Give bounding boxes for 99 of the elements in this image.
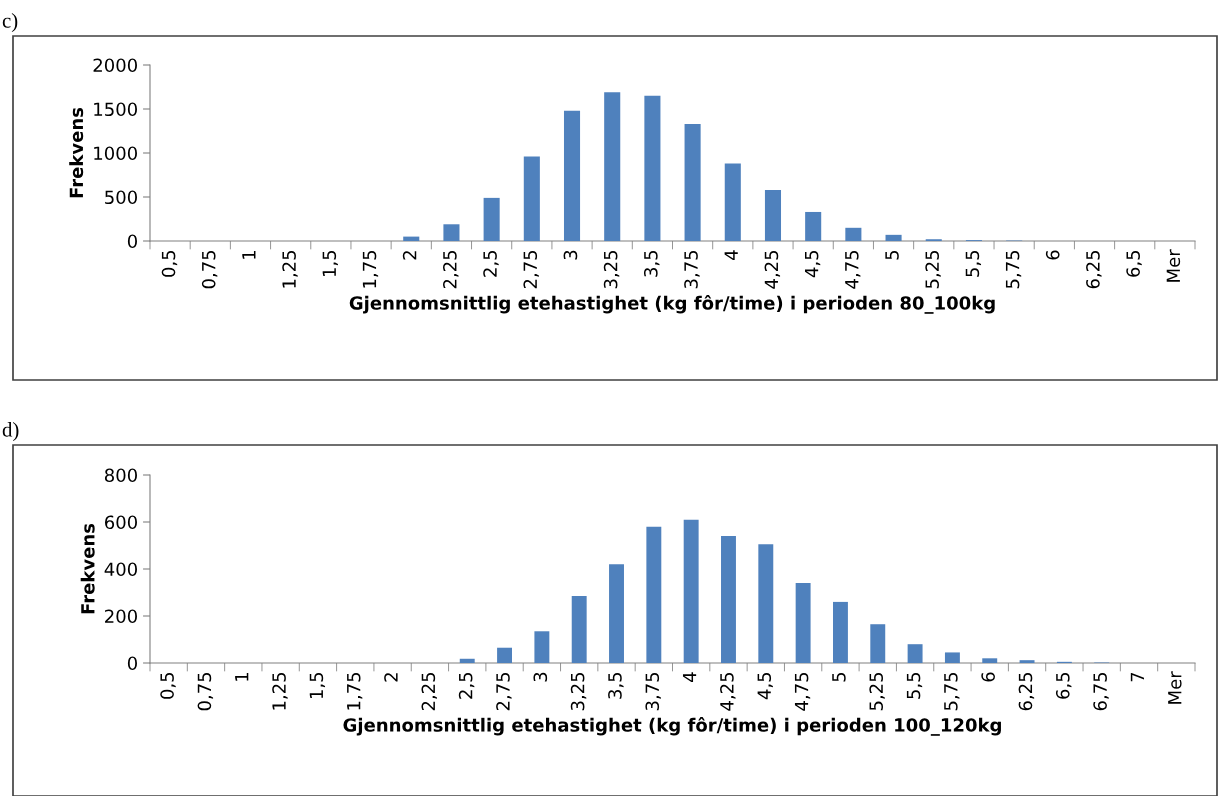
bar <box>497 647 513 663</box>
x-axis-title: Gjennomsnittlig etehastighet (kg fôr/time) i perioden 100_120kg <box>343 717 1001 736</box>
bar <box>870 624 886 663</box>
chart-title: d) <box>2 422 19 441</box>
bar <box>724 163 741 241</box>
x-tick-label: 0,75 <box>201 250 218 289</box>
x-tick-label: 2 <box>384 673 398 682</box>
y-tick-label: 200 <box>105 609 137 624</box>
x-tick-label: 1 <box>242 251 256 259</box>
x-tick-label: 4,5 <box>757 672 773 700</box>
x-tick-label: 3 <box>563 250 578 260</box>
x-tick-label: 4,75 <box>794 672 811 711</box>
x-tick-label: 2,75 <box>496 672 512 711</box>
bar <box>646 526 662 663</box>
bar <box>459 658 475 663</box>
bar <box>403 236 420 241</box>
x-tick-label: 2,75 <box>523 250 539 289</box>
y-tick-label: 0 <box>127 656 137 671</box>
bar <box>982 658 998 663</box>
bar <box>571 596 587 663</box>
x-tick-label: 1,5 <box>309 672 326 699</box>
y-tick-label: 1500 <box>94 102 137 117</box>
x-tick-label: 5,75 <box>944 672 960 711</box>
bar <box>1019 660 1035 663</box>
x-tick-label: 1,75 <box>362 250 379 288</box>
x-tick-label: 3,5 <box>608 672 624 699</box>
bar <box>795 583 811 663</box>
x-tick-label: 3,5 <box>643 250 660 277</box>
x-tick-label: 2,5 <box>483 250 499 277</box>
x-tick-label: 6,75 <box>1093 672 1109 711</box>
x-tick-label: 3 <box>533 672 548 682</box>
x-tick-label: 2 <box>402 251 417 260</box>
x-tick-label: 1,75 <box>347 672 363 710</box>
x-tick-label: Mer <box>1166 249 1181 282</box>
x-tick-label: 5,25 <box>869 672 885 711</box>
y-axis-title: Frekvens <box>69 107 84 198</box>
bar <box>832 601 848 663</box>
bar <box>609 564 624 663</box>
x-tick-label: 4 <box>682 672 697 682</box>
bar <box>563 110 581 241</box>
x-tick-label: 1,25 <box>272 672 288 710</box>
y-axis-title: Frekvens <box>80 523 95 614</box>
bar <box>604 92 621 241</box>
bar <box>683 519 699 663</box>
y-tick-label: 800 <box>104 468 137 483</box>
x-tick-label: 1,25 <box>282 250 298 288</box>
x-tick-label: 6 <box>981 672 995 682</box>
bar <box>534 631 550 663</box>
bar <box>885 234 902 241</box>
x-tick-label: 2,5 <box>458 672 475 699</box>
y-tick-label: 500 <box>105 190 137 205</box>
x-tick-label: 3,25 <box>603 250 620 289</box>
x-tick-label: 3,75 <box>645 672 661 711</box>
x-tick-label: 4,75 <box>845 250 861 289</box>
bar <box>845 227 862 241</box>
x-tick-label: 6,5 <box>1055 672 1072 699</box>
bar <box>443 224 460 241</box>
x-tick-label: 0,75 <box>197 672 214 711</box>
y-tick-label: 2000 <box>93 58 137 73</box>
bar <box>644 95 661 241</box>
bar <box>805 211 822 241</box>
x-tick-label: 6,25 <box>1086 250 1102 289</box>
bar <box>764 189 782 241</box>
bar <box>721 536 736 663</box>
bar <box>483 197 500 241</box>
chart-title: c) <box>2 13 18 32</box>
x-tick-label: 2,25 <box>421 672 437 711</box>
x-tick-label: 6,5 <box>1126 250 1142 277</box>
x-tick-label: 5 <box>832 672 846 682</box>
x-tick-label: 5,5 <box>965 250 982 277</box>
x-tick-label: 3,25 <box>570 672 587 711</box>
x-tick-label: 6,25 <box>1018 672 1035 711</box>
bar <box>944 652 960 663</box>
x-axis-title: Gjennomsnittlig etehastighet (kg fôr/time) i perioden 80_100kg <box>349 295 995 314</box>
x-tick-label: 5,25 <box>925 250 941 289</box>
x-tick-label: 4,5 <box>804 250 821 278</box>
bar <box>684 123 701 241</box>
x-tick-label: Mer <box>1168 671 1182 704</box>
x-tick-label: 4,25 <box>720 672 736 711</box>
x-tick-label: 4 <box>724 250 738 260</box>
x-tick-label: 1,5 <box>322 250 338 277</box>
y-tick-label: 600 <box>104 515 137 530</box>
x-tick-label: 7 <box>1130 672 1144 682</box>
y-tick-label: 0 <box>127 234 137 249</box>
x-tick-label: 1 <box>235 673 249 681</box>
y-tick-label: 1000 <box>94 146 137 161</box>
x-tick-label: 5,5 <box>906 672 923 699</box>
x-tick-label: 6 <box>1045 250 1060 260</box>
x-tick-label: 0,5 <box>161 250 178 277</box>
bar <box>523 156 540 241</box>
x-tick-label: 3,75 <box>684 250 700 289</box>
x-tick-label: 4,25 <box>764 250 781 289</box>
y-tick-label: 400 <box>104 562 137 577</box>
x-tick-label: 5 <box>885 250 899 260</box>
x-tick-label: 2,25 <box>443 250 459 289</box>
bar <box>907 644 923 663</box>
bar <box>758 544 774 663</box>
x-tick-label: 5,75 <box>1005 250 1022 289</box>
x-tick-label: 0,5 <box>160 672 176 699</box>
